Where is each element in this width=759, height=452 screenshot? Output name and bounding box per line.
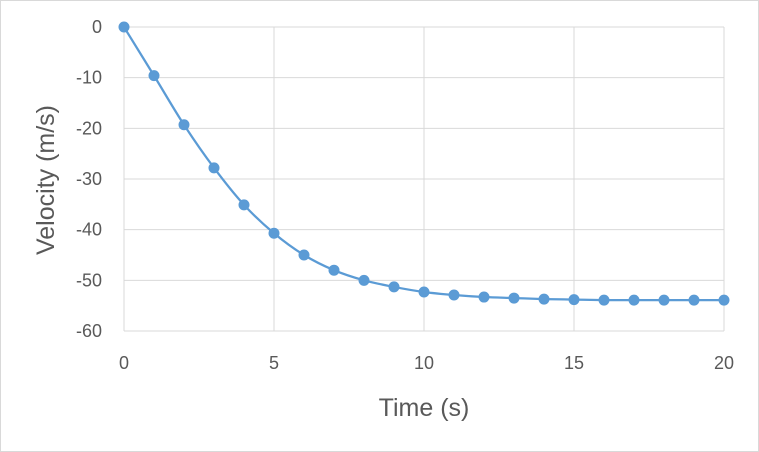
x-tick-label: 15: [564, 353, 584, 373]
data-point: [178, 119, 190, 131]
y-tick-label: -30: [76, 169, 102, 189]
data-point: [268, 227, 280, 239]
data-point: [628, 294, 640, 306]
data-point: [508, 292, 520, 304]
data-point: [148, 70, 160, 82]
x-tick-label: 10: [414, 353, 434, 373]
data-point: [238, 199, 250, 211]
y-tick-label: -20: [76, 118, 102, 138]
y-tick-label: 0: [92, 17, 102, 37]
data-point: [598, 294, 610, 306]
x-axis-title: Time (s): [379, 394, 470, 422]
data-point: [118, 21, 130, 33]
y-tick-labels: 0 -10 -20 -30 -40 -50 -60: [76, 17, 102, 341]
data-point: [388, 281, 400, 293]
data-point: [718, 294, 730, 306]
x-tick-label: 20: [714, 353, 734, 373]
data-point: [418, 286, 430, 298]
data-point: [568, 294, 580, 306]
data-point: [298, 249, 310, 261]
data-point: [328, 264, 340, 276]
y-tick-label: -60: [76, 321, 102, 341]
series-group: [118, 21, 730, 306]
data-point: [538, 293, 550, 305]
horizontal-gridlines: [124, 26, 724, 332]
y-tick-label: -50: [76, 270, 102, 290]
data-point: [208, 162, 220, 174]
data-point: [688, 294, 700, 306]
data-point: [478, 291, 490, 303]
x-tick-label: 5: [269, 353, 279, 373]
y-axis-title: Velocity (m/s): [32, 105, 60, 255]
x-tick-labels: 0 5 10 15 20: [119, 353, 734, 373]
data-point: [658, 294, 670, 306]
data-point: [358, 274, 370, 286]
x-tick-label: 0: [119, 353, 129, 373]
y-tick-label: -40: [76, 220, 102, 240]
data-point: [448, 289, 460, 301]
y-tick-label: -10: [76, 68, 102, 88]
